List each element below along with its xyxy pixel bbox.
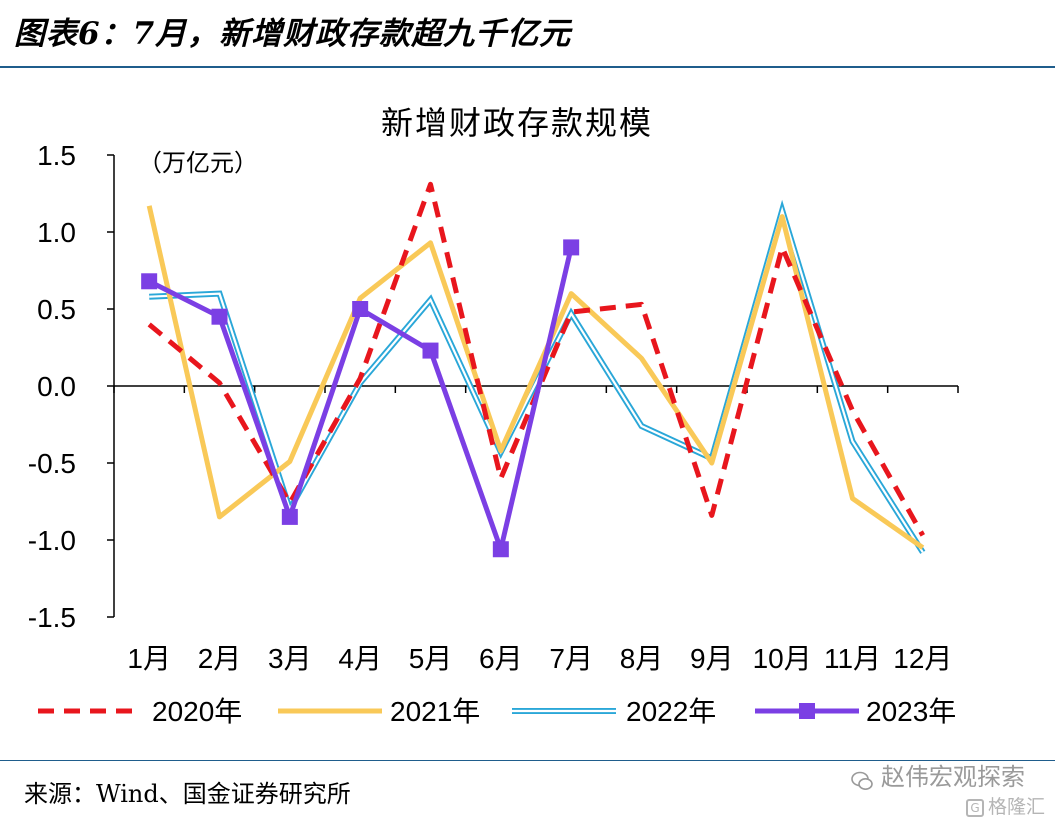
x-tick-label: 5月 <box>409 643 453 674</box>
x-tick-label: 1月 <box>127 643 171 674</box>
y-tick-label: -1.0 <box>28 525 76 556</box>
y-tick-label: -0.5 <box>28 448 76 479</box>
legend-item-2: 2021年 <box>278 696 480 727</box>
chart: 新增财政存款规模 （万亿元） -1.5 -1.0 -0.5 0.0 0.5 1.0 1.5 1… <box>28 104 959 727</box>
y-tick-label: 0.5 <box>37 294 76 325</box>
x-tick-label: 4月 <box>338 643 382 674</box>
source-note: 来源：Wind、国金证券研究所 <box>24 780 351 808</box>
legend-marker <box>799 703 815 719</box>
data-point-marker <box>141 273 158 290</box>
legend: 2020年 2021年 2022年 2023年 <box>38 696 956 727</box>
series-layer <box>141 181 926 558</box>
wechat-watermark: 赵伟宏观探索 <box>851 760 1025 794</box>
gelonghui-watermark: G 格隆汇 <box>965 794 1045 820</box>
legend-item-3: 2022年 <box>512 696 716 727</box>
gelonghui-watermark-text: 格隆汇 <box>987 796 1045 818</box>
legend-item-4: 2023年 <box>755 696 956 727</box>
legend-label: 2023年 <box>866 696 956 727</box>
footer-divider <box>0 760 1055 761</box>
x-tick-label: 8月 <box>620 643 664 674</box>
x-tick-label: 12月 <box>893 643 952 674</box>
data-point-marker <box>492 541 509 558</box>
y-tick-label: -1.5 <box>28 602 76 633</box>
y-tick-label: 1.5 <box>37 140 76 171</box>
data-point-marker <box>563 239 580 256</box>
series-2 <box>146 205 925 550</box>
legend-label: 2022年 <box>626 696 716 727</box>
data-point-marker <box>352 301 369 317</box>
figure-title: 图表6：7月，新增财政存款超九千亿元 <box>14 16 572 52</box>
x-tick-label: 9月 <box>690 643 734 674</box>
y-tick-label: 0.0 <box>37 371 76 402</box>
legend-label: 2020年 <box>152 696 242 727</box>
wechat-watermark-text: 赵伟宏观探索 <box>881 763 1025 791</box>
wechat-icon <box>851 767 873 790</box>
series-4 <box>141 239 580 558</box>
series-3 <box>149 199 926 554</box>
x-tick-label: 2月 <box>198 643 242 674</box>
header-divider <box>0 66 1055 68</box>
x-tick-label: 11月 <box>824 643 881 674</box>
series-line-inner <box>149 206 924 553</box>
series-line <box>146 205 925 550</box>
legend-item-1: 2020年 <box>38 696 242 727</box>
data-point-marker <box>422 342 439 359</box>
x-tick-label: 10月 <box>753 643 812 674</box>
axes: -1.5 -1.0 -0.5 0.0 0.5 1.0 1.5 1月 2月 3月 4月 5月 6月 7月 8月… <box>28 140 959 674</box>
chart-title: 新增财政存款规模 <box>381 104 653 142</box>
unit-label: （万亿元） <box>138 149 258 177</box>
data-point-marker <box>281 508 298 525</box>
legend-label: 2021年 <box>390 696 480 727</box>
data-point-marker <box>211 308 228 325</box>
x-tick-label: 6月 <box>479 643 523 674</box>
x-tick-label: 3月 <box>268 643 312 674</box>
gelonghui-logo-icon: G <box>965 798 984 817</box>
x-tick-label: 7月 <box>549 643 593 674</box>
y-tick-label: 1.0 <box>37 217 76 248</box>
